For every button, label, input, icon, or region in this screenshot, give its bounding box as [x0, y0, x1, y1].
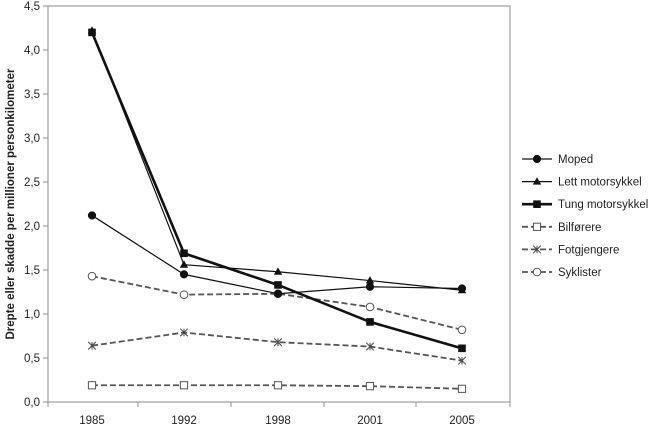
legend-label: Syklister: [558, 267, 602, 279]
data-point: [273, 338, 283, 347]
legend-swatch-marker: [532, 177, 542, 185]
series-layer: [87, 26, 467, 393]
x-tick-label: 2005: [449, 415, 475, 427]
legend-entry: Tung motorsykkel: [522, 199, 648, 211]
data-point: [365, 382, 375, 391]
data-point: [179, 270, 189, 279]
y-tick-label: 0,5: [24, 353, 40, 365]
data-point: [273, 289, 283, 298]
y-tick-label: 1,0: [24, 309, 40, 321]
series-fotgjengere: [87, 328, 467, 365]
legend-entry: Fotgjengere: [522, 244, 619, 256]
x-tick-label: 1985: [79, 415, 105, 427]
legend-swatch-marker: [532, 245, 542, 254]
x-tick-label: 1992: [171, 415, 197, 427]
series-tung-motorsykkel: [88, 28, 466, 353]
y-tick-label: 4,0: [24, 45, 40, 57]
legend-label: Lett motorsykkel: [558, 177, 642, 189]
legend-swatch-marker: [533, 200, 541, 208]
data-point: [87, 271, 97, 281]
y-tick-label: 2,0: [24, 221, 40, 233]
data-point: [274, 281, 282, 289]
data-point: [365, 276, 375, 284]
legend-entry: Syklister: [522, 267, 602, 279]
legend-swatch-marker: [532, 154, 542, 164]
data-point: [87, 381, 97, 390]
x-tick-label: 1998: [265, 415, 291, 427]
y-tick-label: 3,0: [24, 133, 40, 145]
y-axis-title: Drepte eller skadde per millioner person…: [5, 68, 17, 340]
plot-frame: [47, 5, 511, 403]
legend-label: Moped: [558, 154, 593, 166]
x-tick-label: 2001: [357, 415, 383, 427]
data-point: [179, 290, 189, 299]
legend: Moped Lett motorsykkel Tung motorsykkel Bil…: [522, 154, 648, 279]
y-tick-label: 4,5: [24, 1, 40, 13]
y-tick-label: 1,5: [24, 265, 40, 277]
data-point: [365, 282, 375, 291]
legend-entry: Moped: [522, 154, 593, 166]
legend-label: Fotgjengere: [558, 244, 619, 256]
series-line: [91, 331, 463, 362]
data-point: [87, 341, 97, 350]
y-tick-label: 0,0: [24, 397, 40, 409]
legend-swatch-marker: [532, 222, 542, 231]
data-point: [457, 285, 467, 294]
legend-entry: Bilførere: [522, 222, 601, 234]
data-point: [366, 318, 374, 326]
data-point: [365, 302, 375, 312]
data-point: [273, 381, 283, 390]
series-bilf-rere: [87, 381, 467, 393]
legend-label: Tung motorsykkel: [558, 199, 648, 211]
data-point: [179, 260, 189, 268]
data-point: [457, 325, 467, 335]
data-point: [179, 381, 189, 390]
legend-entry: Lett motorsykkel: [522, 177, 642, 189]
data-point: [273, 267, 283, 275]
legend-label: Bilførere: [558, 222, 601, 234]
data-point: [457, 384, 467, 393]
y-axis-ticks: 0,0 0,5 1,0 1,5 2,0 2,5 3,0 3,5 4,0 4,5: [24, 1, 48, 409]
legend-swatch-marker: [532, 267, 542, 277]
data-point: [180, 249, 188, 258]
data-point: [457, 356, 467, 365]
data-point: [87, 211, 97, 220]
data-point: [179, 328, 189, 337]
data-point: [365, 342, 375, 351]
y-tick-label: 2,5: [24, 177, 40, 189]
plot-area-border: [47, 5, 511, 403]
data-point: [88, 28, 96, 37]
data-point: [458, 344, 466, 353]
x-axis-ticks: 1985 1992 1998 2001 2005: [47, 402, 511, 427]
y-tick-label: 3,5: [24, 89, 40, 101]
